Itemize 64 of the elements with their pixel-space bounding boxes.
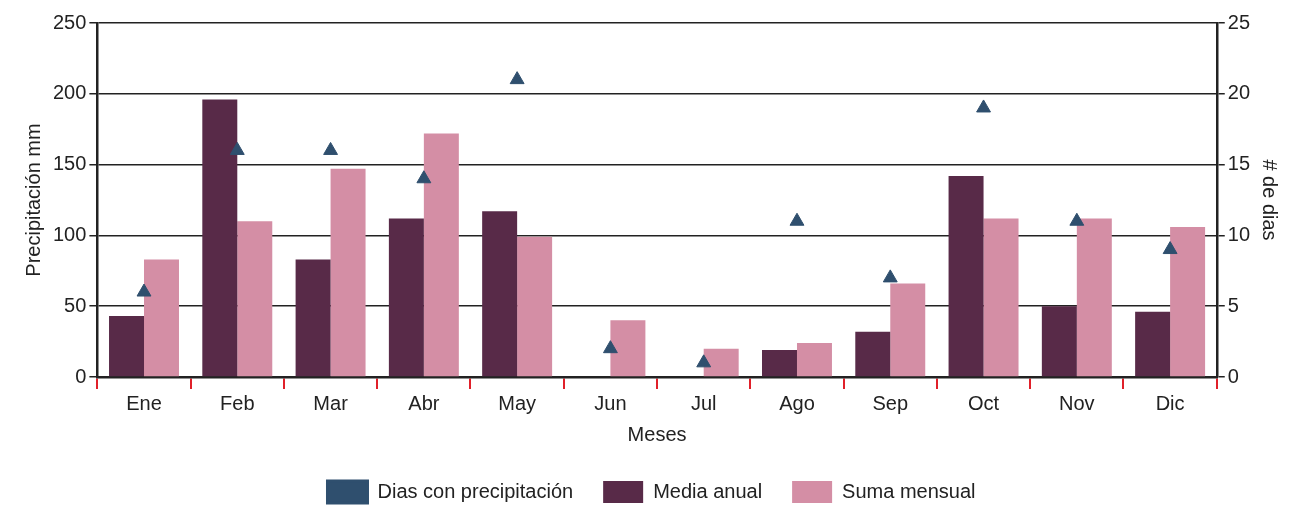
x-tick-label: Sep (872, 391, 909, 414)
bar (1135, 311, 1171, 377)
x-tick-label: Dic (1155, 391, 1185, 414)
bar (144, 259, 179, 377)
bar (482, 211, 518, 377)
y-tick-label: 0 (75, 364, 87, 387)
point (509, 71, 525, 85)
bar (855, 331, 891, 377)
y-axis-title: Precipitación mm (21, 123, 44, 277)
bar (1041, 306, 1077, 377)
bar (109, 316, 145, 377)
bar (388, 218, 424, 377)
y2-tick-label: 20 (1227, 81, 1250, 104)
y-tick-label: 50 (64, 293, 87, 316)
bar (423, 133, 459, 377)
bar (237, 221, 273, 377)
y2-axis-title: # de dias (1259, 159, 1282, 241)
point (1162, 241, 1178, 255)
bar (202, 99, 238, 377)
point (1069, 212, 1085, 226)
y2-tick-label: 15 (1227, 152, 1250, 175)
point (136, 283, 152, 297)
bar (703, 348, 739, 377)
y-tick-label: 150 (52, 152, 87, 175)
legend-label: Dias con precipitación (377, 479, 574, 502)
point (416, 170, 432, 184)
x-tick-label: Ene (126, 391, 162, 414)
point (789, 212, 805, 226)
bar (295, 259, 331, 377)
x-tick-label: Feb (220, 391, 255, 414)
x-tick-label: Jun (594, 391, 627, 414)
x-tick-label: May (498, 391, 537, 414)
bar (948, 175, 984, 377)
point (882, 269, 898, 283)
point (323, 141, 338, 155)
y-tick-label: 100 (52, 222, 87, 245)
point (976, 99, 991, 113)
legend-label: Media anual (653, 479, 763, 502)
x-tick-label: Abr (408, 391, 440, 414)
bar (796, 343, 832, 377)
bar (330, 168, 366, 377)
x-tick-label: Oct (967, 391, 1000, 414)
bar (1076, 218, 1112, 377)
bar (610, 320, 646, 377)
x-tick-label: Nov (1059, 391, 1095, 414)
bar (1170, 226, 1206, 377)
y2-tick-label: 5 (1227, 293, 1239, 316)
bar (517, 236, 553, 377)
x-tick-label: Mar (313, 391, 349, 414)
bar (762, 350, 797, 377)
legend-label: Suma mensual (842, 479, 976, 502)
point (229, 141, 245, 155)
y-tick-label: 200 (52, 81, 87, 104)
y2-tick-label: 10 (1227, 222, 1250, 245)
bar (983, 218, 1019, 377)
x-tick-label: Jul (690, 391, 717, 414)
point (602, 340, 618, 354)
x-tick-label: Ago (779, 391, 815, 414)
x-axis-title: Meses (627, 422, 687, 445)
point (696, 354, 712, 368)
y2-tick-label: 0 (1227, 364, 1239, 387)
y2-tick-label: 25 (1227, 10, 1250, 33)
y-tick-label: 250 (52, 10, 87, 33)
bar (890, 283, 926, 377)
